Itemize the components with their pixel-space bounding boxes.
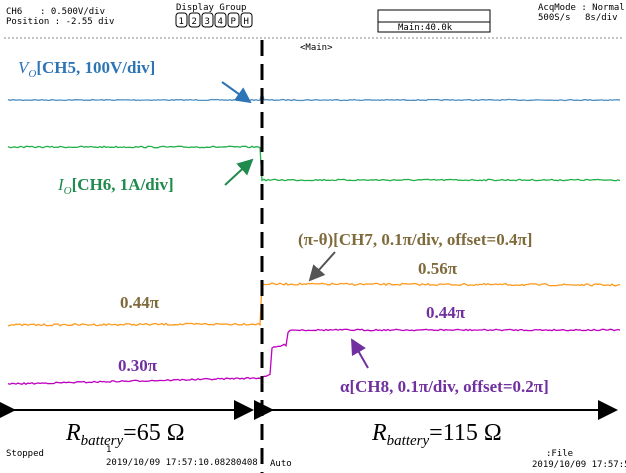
group-button-label: 1: [179, 17, 184, 27]
acq-mode: AcqMode : Normal: [538, 3, 625, 13]
status: Stopped: [6, 449, 44, 459]
zoom: Main:40.0k: [398, 23, 453, 33]
position: Position : -2.55 div: [6, 17, 114, 27]
r-left: Rbattery=65 Ω: [65, 420, 185, 449]
group-button-label: 3: [205, 17, 210, 27]
arrow: [222, 82, 250, 102]
value-label: 0.56π: [418, 259, 458, 278]
group-button-label: P: [231, 17, 237, 27]
trace: [8, 92, 620, 100]
save: :File: [546, 449, 573, 459]
value-label: 0.44π: [120, 293, 160, 312]
group-button-label: 4: [218, 17, 223, 27]
scale: : 0.500V/div: [40, 7, 105, 17]
display-group: Display Group: [176, 3, 246, 13]
end-time: 2019/10/09 17:57:53: [532, 460, 626, 470]
value-label: 0.44π: [426, 303, 466, 322]
pi-theta-label: (π-θ)[CH7, 0.1π/div, offset=0.4π]: [298, 230, 532, 249]
header: CH6 : 0.500V/div Position : -2.55 div Di…: [6, 3, 625, 53]
value-label: 0.30π: [118, 356, 158, 375]
time-div: 8s/div: [585, 13, 618, 23]
arrow: [352, 340, 368, 368]
group-button-label: H: [244, 17, 249, 27]
zoom-bar: [378, 10, 490, 22]
io-label: IO[CH6, 1A/div]: [57, 175, 174, 197]
vo-label: VO[CH5, 100V/div]: [18, 58, 155, 80]
trace: [8, 283, 620, 326]
group-button-label: 2: [192, 17, 197, 27]
annotations: VO[CH5, 100V/div] IO[CH6, 1A/div] (π-θ)[…: [18, 58, 549, 449]
main-marker: <Main>: [300, 43, 333, 53]
count: 1: [106, 445, 111, 455]
arrow: [310, 252, 335, 280]
alpha-label: α[CH8, 0.1π/div, offset=0.2π]: [340, 377, 549, 396]
r-right: Rbattery=115 Ω: [371, 420, 502, 449]
channel: CH6: [6, 7, 22, 17]
sample-rate: 500S/s: [538, 13, 571, 23]
start-time: 2019/10/09 17:57:10.08280408: [106, 458, 258, 468]
arrow: [225, 160, 252, 185]
oscilloscope-screen: CH6 : 0.500V/div Position : -2.55 div Di…: [0, 0, 626, 473]
trigger: Auto: [270, 459, 292, 469]
